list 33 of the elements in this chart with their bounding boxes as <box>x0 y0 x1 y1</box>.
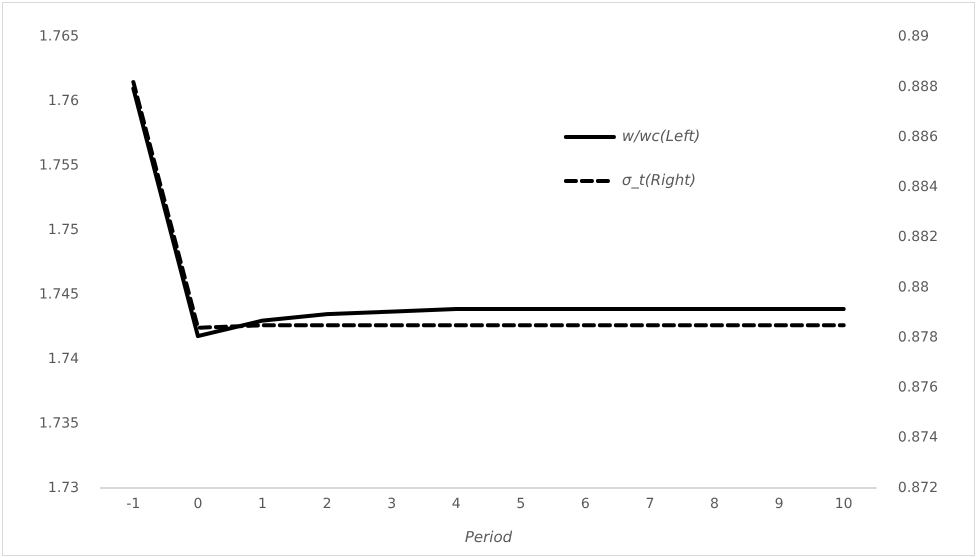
x-tick-label: 9 <box>774 496 784 512</box>
y2-tick-label: 0.882 <box>898 229 938 246</box>
y-tick-label: 1.765 <box>38 28 80 45</box>
y-tick-label: 1.755 <box>38 158 80 174</box>
x-tick-label: 6 <box>580 496 590 512</box>
x-tick-label: 8 <box>710 496 719 512</box>
y-tick-label: 1.745 <box>38 286 80 302</box>
y2-tick-label: 0.884 <box>898 179 938 196</box>
legend-label: σ_t(Right) <box>622 170 696 189</box>
y-tick-label: 1.73 <box>48 480 80 496</box>
x-tick-label: 10 <box>834 496 853 512</box>
x-axis-title: Period <box>464 528 513 546</box>
y-tick-label: 1.735 <box>38 415 80 432</box>
x-tick-label: 0 <box>193 496 202 512</box>
y2-tick-label: 0.886 <box>898 128 938 145</box>
y2-tick-label: 0.888 <box>898 78 938 95</box>
x-tick-label: 1 <box>258 496 267 512</box>
x-tick-label: 4 <box>452 496 461 512</box>
y-tick-label: 1.76 <box>48 93 80 110</box>
y2-tick-label: 0.878 <box>898 329 938 346</box>
x-tick-label: 7 <box>645 496 654 512</box>
x-tick-label: -1 <box>126 496 140 512</box>
x-tick-label: 5 <box>516 496 526 512</box>
y2-tick-label: 0.874 <box>898 430 938 446</box>
x-tick-label: 2 <box>322 496 332 512</box>
y2-tick-label: 0.89 <box>898 28 930 45</box>
y2-tick-label: 0.88 <box>898 279 930 296</box>
legend-label: w/wc(Left) <box>622 126 700 145</box>
y2-tick-label: 0.876 <box>898 380 938 396</box>
y-tick-label: 1.74 <box>48 350 80 367</box>
y-tick-label: 1.75 <box>48 222 80 238</box>
x-tick-label: 3 <box>387 496 396 512</box>
y2-tick-label: 0.872 <box>898 480 938 496</box>
